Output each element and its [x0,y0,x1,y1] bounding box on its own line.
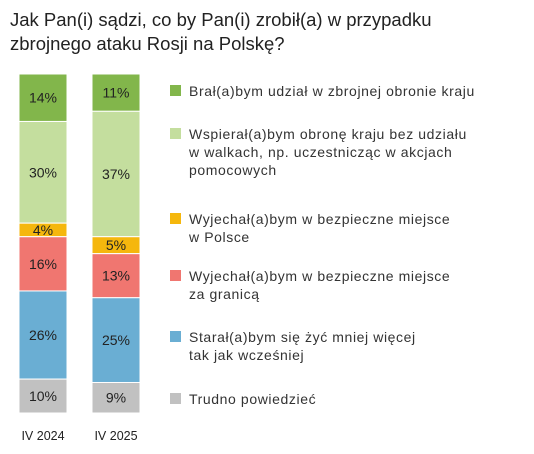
category-label-0: IV 2024 [21,429,64,443]
legend-swatch [170,85,181,96]
legend-item-1: Wspierał(a)bym obronę kraju bez udziału … [170,125,519,179]
data-label-1-4: 25% [102,332,130,348]
legend-label: Wyjechał(a)bym w bezpieczne miejsce w Po… [189,211,451,245]
data-label-1-0: 11% [103,85,130,101]
bar-segment-1-1 [91,110,141,238]
data-label-0-4: 26% [29,327,57,343]
legend-swatch [170,128,181,139]
legend-label: Wyjechał(a)bym w bezpieczne miejsce za g… [189,268,451,302]
bar-segment-0-5 [18,378,68,414]
legend-item-5: Trudno powiedzieć [170,390,519,408]
legend-label: Wspierał(a)bym obronę kraju bez udziału … [189,126,467,178]
legend-swatch [170,393,181,404]
bar-segment-0-3 [18,236,68,292]
data-label-0-5: 10% [29,388,57,404]
bar-segment-1-5 [91,381,141,414]
legend-swatch [170,270,181,281]
bar-segment-1-4 [91,297,141,383]
legend-item-4: Starał(a)bym się żyć mniej więcej tak ja… [170,328,519,364]
data-label-1-2: 5% [106,237,126,253]
data-label-1-5: 9% [106,390,126,406]
data-label-0-2: 4% [33,222,53,238]
data-label-0-0: 14% [29,90,57,106]
legend-label: Trudno powiedzieć [189,391,317,407]
legend-swatch [170,331,181,342]
data-label-1-3: 13% [102,268,130,284]
legend-swatch [170,213,181,224]
data-label-1-1: 37% [102,166,130,182]
legend-item-3: Wyjechał(a)bym w bezpieczne miejsce za g… [170,267,519,303]
legend-item-2: Wyjechał(a)bym w bezpieczne miejsce w Po… [170,210,519,246]
bar-segment-1-0 [91,73,141,112]
legend-label: Starał(a)bym się żyć mniej więcej tak ja… [189,329,416,363]
bar-segment-0-4 [18,290,68,380]
data-label-0-3: 16% [29,256,57,272]
legend-item-0: Brał(a)bym udział w zbrojnej obronie kra… [170,82,519,100]
bar-segment-1-3 [91,253,141,299]
data-label-0-1: 30% [29,164,57,180]
chart-title: Jak Pan(i) sądzi, co by Pan(i) zrobił(a)… [10,9,432,54]
bar-segment-0-0 [18,73,68,122]
category-label-1: IV 2025 [94,429,137,443]
legend-label: Brał(a)bym udział w zbrojnej obronie kra… [189,83,475,99]
